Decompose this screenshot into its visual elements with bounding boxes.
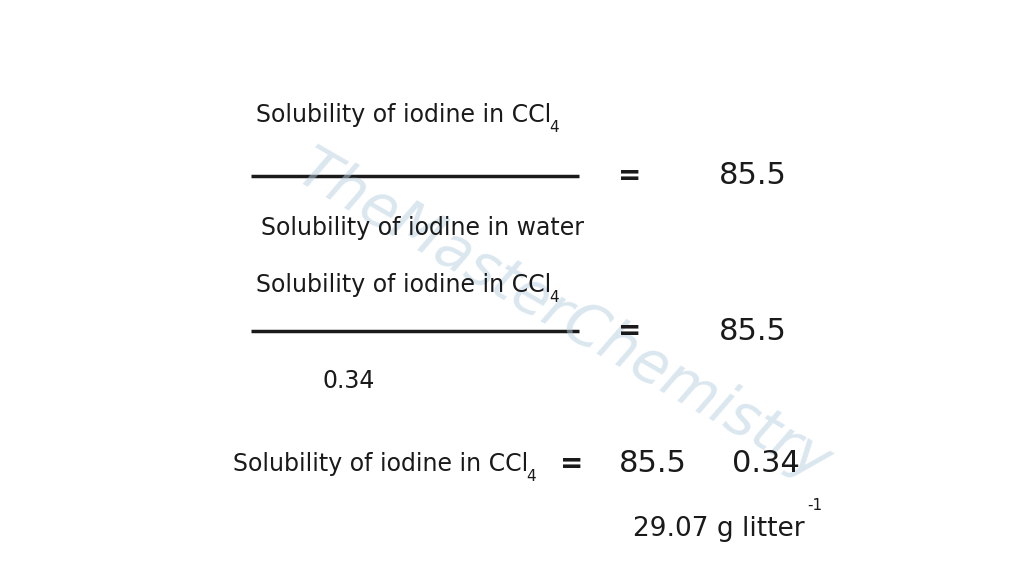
Text: 4: 4 [549,120,558,135]
Text: 85.5: 85.5 [719,161,786,190]
Text: 4: 4 [526,469,536,484]
Text: 0.34: 0.34 [323,369,375,393]
Text: =: = [618,162,641,190]
Text: Solubility of iodine in CCl: Solubility of iodine in CCl [233,452,528,476]
Text: =: = [618,317,641,345]
Text: TheMasterChemistry: TheMasterChemistry [287,141,840,493]
Text: =: = [560,450,583,478]
Text: Solubility of iodine in CCl: Solubility of iodine in CCl [256,273,551,297]
Text: 0.34: 0.34 [732,449,800,478]
Text: 85.5: 85.5 [719,317,786,346]
Text: -1: -1 [807,498,822,513]
Text: 4: 4 [549,290,558,305]
Text: Solubility of iodine in CCl: Solubility of iodine in CCl [256,103,551,127]
Text: 85.5: 85.5 [620,449,687,478]
Text: 29.07 g litter: 29.07 g litter [633,516,805,542]
Text: Solubility of iodine in water: Solubility of iodine in water [261,215,584,240]
